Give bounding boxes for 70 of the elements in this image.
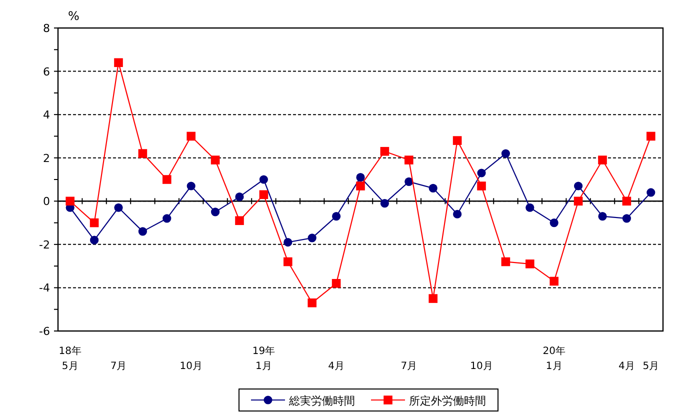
point xyxy=(138,149,148,158)
point xyxy=(526,203,534,212)
point xyxy=(598,212,607,221)
point xyxy=(138,227,147,236)
point xyxy=(211,208,220,216)
y-tick-label: -6 xyxy=(39,325,50,338)
point xyxy=(308,234,316,242)
y-axis-title: % xyxy=(68,9,80,23)
point xyxy=(550,218,558,228)
point xyxy=(622,214,631,223)
point xyxy=(186,182,196,190)
point xyxy=(210,156,220,164)
point xyxy=(284,257,292,266)
point xyxy=(235,216,244,226)
point xyxy=(186,132,196,141)
x-tick-label: 20年 1月 xyxy=(542,345,566,372)
y-tick-label: 6 xyxy=(43,65,50,78)
y-tick-label: 8 xyxy=(43,22,50,35)
point xyxy=(404,156,414,164)
point xyxy=(90,236,99,244)
point xyxy=(284,238,292,247)
x-tick-label: 10月 xyxy=(180,361,202,372)
point xyxy=(622,196,632,206)
point xyxy=(646,188,656,197)
x-tick-label: 7月 xyxy=(400,361,418,372)
point xyxy=(356,182,365,190)
legend-label: 所定外労働時間 xyxy=(409,394,486,408)
point xyxy=(598,156,607,164)
point xyxy=(114,58,123,68)
y-tick-label: 4 xyxy=(43,108,50,122)
point xyxy=(428,184,438,192)
point xyxy=(259,190,268,200)
point xyxy=(308,298,316,308)
point xyxy=(356,173,365,182)
x-tick-label: 7月 xyxy=(110,361,127,372)
x-tick-label: 18年 5月 xyxy=(58,345,82,372)
point xyxy=(526,260,534,268)
point xyxy=(380,146,390,156)
y-tick-label: -4 xyxy=(39,282,50,295)
x-tick-label: 10月 xyxy=(470,361,493,372)
point xyxy=(380,199,389,208)
point xyxy=(404,177,414,186)
y-tick-label: -2 xyxy=(39,238,50,252)
point xyxy=(550,276,558,286)
x-tick-label: 19年 1月 xyxy=(252,345,276,372)
point xyxy=(501,149,510,158)
point xyxy=(332,212,341,221)
point xyxy=(162,214,172,223)
point xyxy=(501,257,510,266)
point xyxy=(90,218,99,228)
point xyxy=(114,203,123,212)
point xyxy=(162,175,172,184)
point xyxy=(574,196,583,206)
point xyxy=(477,168,486,178)
legend-label: 総実労働時間 xyxy=(288,394,355,408)
point xyxy=(646,132,656,141)
point xyxy=(332,278,341,288)
point xyxy=(259,175,268,184)
point xyxy=(477,182,486,190)
x-tick-label: 4月 xyxy=(328,361,344,372)
x-tick-label: 4月 xyxy=(618,361,635,372)
point xyxy=(235,192,244,202)
point xyxy=(574,182,583,190)
y-tick-label: 0 xyxy=(43,195,50,208)
point xyxy=(428,294,438,303)
y-tick-label: 2 xyxy=(43,152,50,165)
x-tick-label: 5月 xyxy=(642,361,660,372)
point xyxy=(453,210,462,218)
point xyxy=(452,136,462,145)
point xyxy=(66,196,74,206)
